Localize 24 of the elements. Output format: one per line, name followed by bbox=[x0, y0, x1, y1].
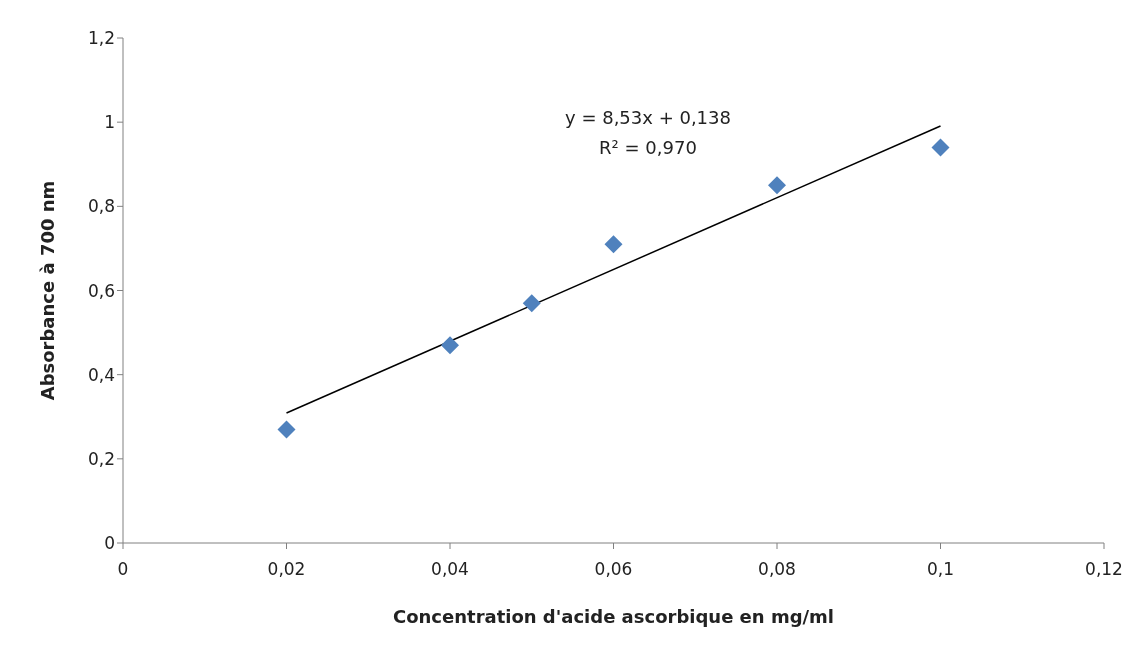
x-tick-label: 0,08 bbox=[758, 559, 796, 580]
y-tick-label: 1,2 bbox=[87, 28, 115, 49]
x-tick-label: 0,02 bbox=[267, 559, 306, 580]
x-tick-label: 0,04 bbox=[431, 559, 469, 580]
point bbox=[604, 235, 623, 254]
y-tick-label: 0,4 bbox=[87, 364, 115, 385]
point bbox=[522, 294, 541, 313]
y-tick-label: 0,6 bbox=[87, 280, 115, 301]
point bbox=[441, 336, 459, 355]
x-tick-label: 0,1 bbox=[926, 559, 955, 580]
x-axis-title: Concentration d'acide ascorbique en mg/ml bbox=[392, 606, 835, 627]
y-tick-label: 0,8 bbox=[87, 196, 115, 217]
y-tick-label: 1 bbox=[104, 112, 115, 133]
annotation: R² = 0,970 bbox=[598, 136, 698, 160]
annotation: y = 8,53x + 0,138 bbox=[564, 106, 732, 130]
y-axis-title: Absorbance à 700 nm bbox=[37, 180, 59, 401]
x-tick-label: 0 bbox=[117, 559, 129, 580]
y-tick-label: 0 bbox=[104, 533, 115, 554]
point bbox=[277, 420, 296, 439]
y-tick-label: 0,2 bbox=[87, 448, 115, 469]
x-tick-label: 0,12 bbox=[1085, 559, 1123, 580]
point bbox=[768, 176, 786, 195]
x-tick-label: 0,06 bbox=[594, 559, 633, 580]
point bbox=[931, 138, 950, 157]
